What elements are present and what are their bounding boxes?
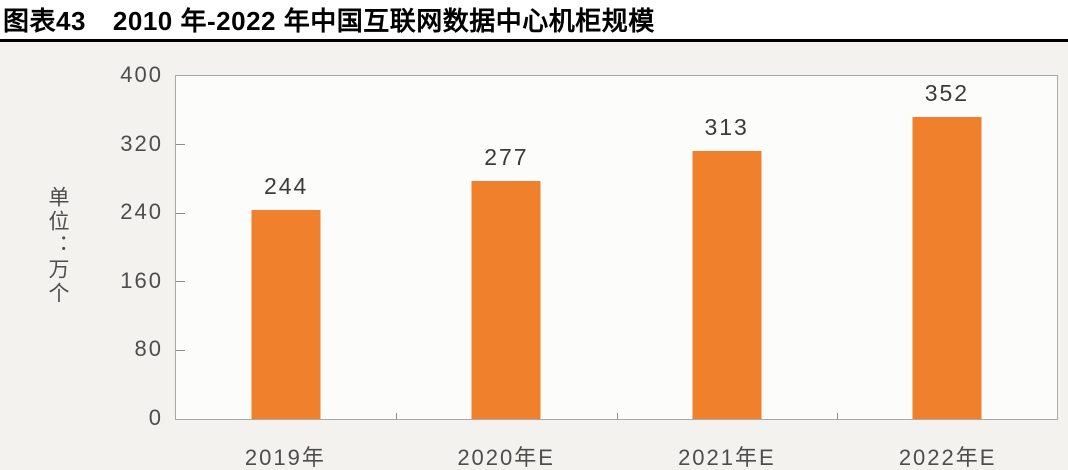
figure-title-bar: 图表43 2010 年-2022 年中国互联网数据中心机柜规模 [0,0,1068,42]
bar [912,117,982,419]
bar-value-label: 277 [484,144,529,171]
y-tick-label: 240 [120,199,163,225]
bar-value-label: 313 [704,113,749,140]
x-tick-label: 2020年E [457,445,555,470]
x-tick-mark [616,413,618,419]
bar-cell: 313 [617,76,837,419]
bar-cell: 244 [176,76,396,419]
x-tick-mark [836,413,838,419]
y-tick-mark [176,144,185,146]
bar-cell: 277 [396,76,616,419]
x-tick-label: 2021年E [678,445,776,470]
bar-value-label: 244 [263,172,309,199]
x-axis-tick-labels: 2019年 2020年E 2021年E 2022年E [175,440,1058,470]
bar [692,150,762,419]
bar [251,209,321,419]
y-tick-label: 0 [148,405,163,430]
y-tick-mark [176,212,185,214]
y-tick-label: 400 [120,62,163,87]
y-axis-title: 单位：万个 [46,186,69,306]
plot-area: 244 277 313 352 [175,75,1058,420]
bar-value-label: 352 [924,80,970,107]
y-tick-mark [176,349,185,351]
x-tick-mark [396,413,398,419]
chart-region: 单位：万个 0 80 160 240 320 400 244 277 313 352 2019年… [0,42,1068,470]
figure-number: 图表43 [3,6,86,36]
y-tick-mark [176,281,185,283]
bar [471,181,541,419]
figure-title: 2010 年-2022 年中国互联网数据中心机柜规模 [112,6,655,36]
bar-cell: 352 [837,76,1057,419]
y-axis-tick-labels: 0 80 160 240 320 400 [0,62,163,430]
y-tick-label: 80 [134,336,163,362]
x-tick-label: 2022年E [898,445,997,470]
x-tick-label: 2019年 [244,445,326,470]
y-tick-label: 320 [120,130,163,156]
y-tick-label: 160 [120,267,163,293]
